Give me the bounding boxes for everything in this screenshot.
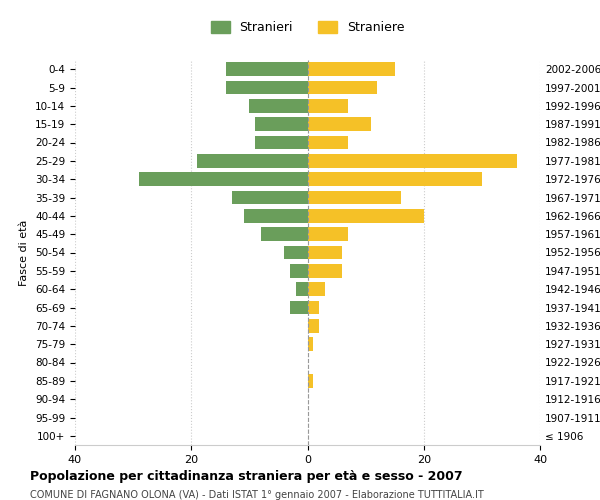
Bar — [308, 154, 517, 168]
Bar — [308, 80, 377, 94]
Bar — [244, 209, 308, 222]
Bar — [308, 62, 395, 76]
Bar — [308, 99, 348, 112]
Bar — [308, 264, 343, 278]
Bar — [261, 228, 308, 241]
Bar — [308, 190, 401, 204]
Bar — [308, 246, 343, 260]
Bar — [250, 99, 308, 112]
Text: COMUNE DI FAGNANO OLONA (VA) - Dati ISTAT 1° gennaio 2007 - Elaborazione TUTTITA: COMUNE DI FAGNANO OLONA (VA) - Dati ISTA… — [30, 490, 484, 500]
Legend: Stranieri, Straniere: Stranieri, Straniere — [206, 16, 409, 39]
Bar — [255, 136, 308, 149]
Bar — [308, 338, 313, 351]
Bar — [290, 300, 308, 314]
Bar — [308, 300, 319, 314]
Bar — [290, 264, 308, 278]
Bar — [308, 118, 371, 131]
Bar — [308, 228, 348, 241]
Bar — [226, 62, 308, 76]
Bar — [308, 319, 319, 332]
Bar — [197, 154, 308, 168]
Bar — [255, 118, 308, 131]
Bar — [284, 246, 308, 260]
Text: Popolazione per cittadinanza straniera per età e sesso - 2007: Popolazione per cittadinanza straniera p… — [30, 470, 463, 483]
Bar — [139, 172, 308, 186]
Bar — [308, 172, 482, 186]
Bar — [296, 282, 308, 296]
Bar — [226, 80, 308, 94]
Bar — [308, 374, 313, 388]
Y-axis label: Fasce di età: Fasce di età — [19, 220, 29, 286]
Bar — [232, 190, 308, 204]
Bar — [308, 136, 348, 149]
Bar — [308, 282, 325, 296]
Bar — [308, 209, 424, 222]
